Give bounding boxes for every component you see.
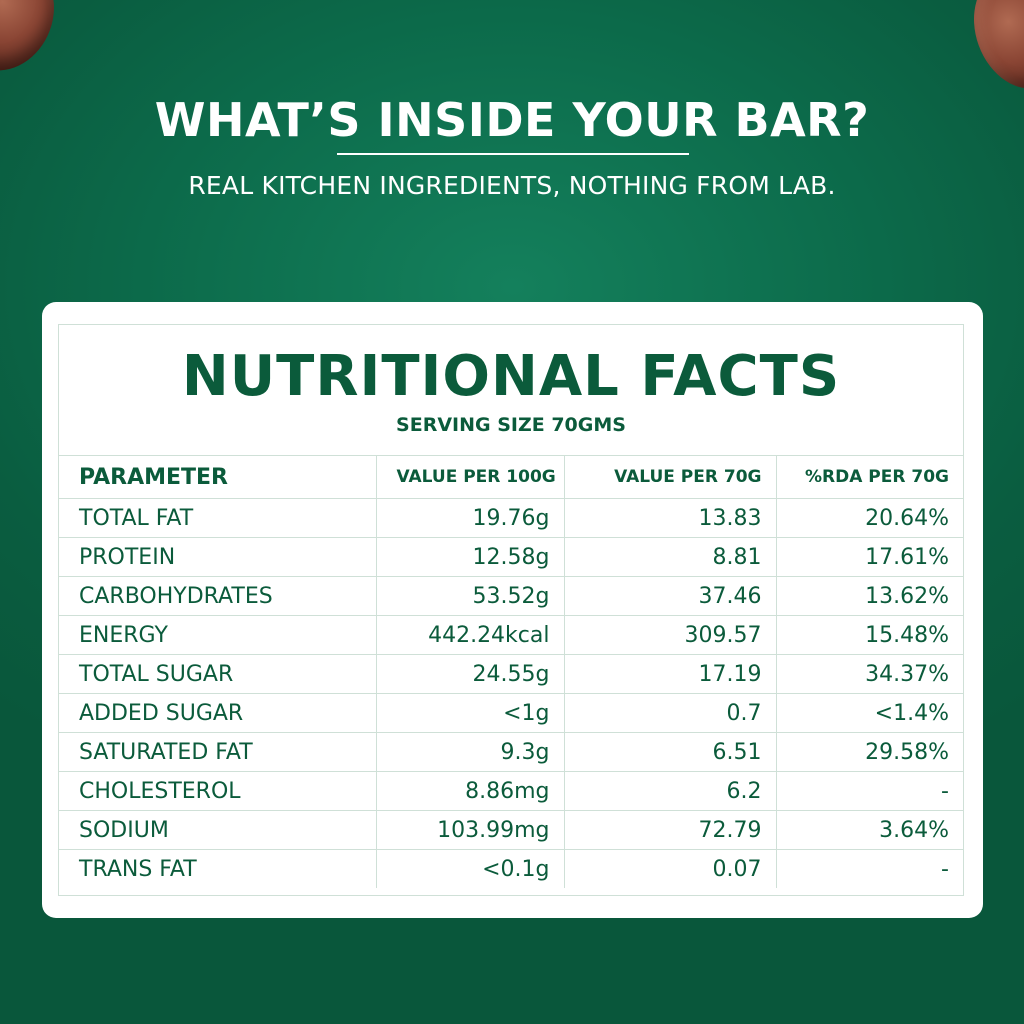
column-header-value-per-100g: VALUE PER 100G (375, 455, 564, 499)
nutrition-panel: NUTRITIONAL FACTS SERVING SIZE 70GMS PAR… (58, 324, 964, 896)
row-value-per-70g: 6.2 (563, 771, 776, 811)
row-rda-per-70g: 17.61% (775, 537, 963, 577)
row-rda-per-70g: 13.62% (775, 576, 963, 616)
row-value-per-70g: 72.79 (563, 810, 776, 850)
page-subtitle: REAL KITCHEN INGREDIENTS, NOTHING FROM L… (188, 171, 836, 200)
row-value-per-70g: 17.19 (563, 654, 776, 694)
table-row: PROTEIN 12.58g 8.81 17.61% (59, 537, 963, 577)
row-value-per-70g: 0.07 (563, 849, 776, 888)
row-rda-per-70g: - (775, 849, 963, 888)
row-value-per-100g: <1g (375, 693, 564, 733)
almond-nut-image-left (0, 0, 72, 87)
row-value-per-100g: 9.3g (375, 732, 564, 772)
column-header-parameter: PARAMETER (59, 455, 376, 499)
row-rda-per-70g: 20.64% (775, 498, 963, 538)
row-value-per-100g: 8.86mg (375, 771, 564, 811)
table-row: SATURATED FAT 9.3g 6.51 29.58% (59, 732, 963, 772)
table-header-row: PARAMETER VALUE PER 100G VALUE PER 70G %… (59, 455, 963, 499)
row-value-per-100g: 24.55g (375, 654, 564, 694)
almond-nut-image-right (958, 0, 1024, 102)
nutrition-card: NUTRITIONAL FACTS SERVING SIZE 70GMS PAR… (42, 302, 983, 918)
column-header-value-per-70g: VALUE PER 70G (563, 455, 776, 499)
table-row: TOTAL SUGAR 24.55g 17.19 34.37% (59, 654, 963, 694)
table-row: CHOLESTEROL 8.86mg 6.2 - (59, 771, 963, 811)
row-rda-per-70g: 3.64% (775, 810, 963, 850)
row-parameter: ENERGY (59, 615, 376, 655)
row-value-per-70g: 6.51 (563, 732, 776, 772)
table-row: SODIUM 103.99mg 72.79 3.64% (59, 810, 963, 850)
row-parameter: TOTAL FAT (59, 498, 376, 538)
row-value-per-100g: 19.76g (375, 498, 564, 538)
row-parameter: TRANS FAT (59, 849, 376, 888)
row-parameter: CARBOHYDRATES (59, 576, 376, 616)
row-parameter: CHOLESTEROL (59, 771, 376, 811)
row-rda-per-70g: 15.48% (775, 615, 963, 655)
row-rda-per-70g: 29.58% (775, 732, 963, 772)
column-header-rda-per-70g: %RDA PER 70G (775, 455, 963, 499)
row-rda-per-70g: <1.4% (775, 693, 963, 733)
serving-size: SERVING SIZE 70GMS (396, 414, 626, 436)
row-value-per-100g: 53.52g (375, 576, 564, 616)
row-value-per-100g: 103.99mg (375, 810, 564, 850)
row-value-per-70g: 37.46 (563, 576, 776, 616)
row-value-per-70g: 309.57 (563, 615, 776, 655)
row-parameter: TOTAL SUGAR (59, 654, 376, 694)
row-value-per-100g: 442.24kcal (375, 615, 564, 655)
row-value-per-100g: 12.58g (375, 537, 564, 577)
row-parameter: SATURATED FAT (59, 732, 376, 772)
table-row: TRANS FAT <0.1g 0.07 - (59, 849, 963, 888)
table-row: CARBOHYDRATES 53.52g 37.46 13.62% (59, 576, 963, 616)
table-row: TOTAL FAT 19.76g 13.83 20.64% (59, 498, 963, 538)
row-parameter: SODIUM (59, 810, 376, 850)
nutrition-title: NUTRITIONAL FACTS (181, 344, 841, 409)
row-value-per-70g: 13.83 (563, 498, 776, 538)
row-parameter: ADDED SUGAR (59, 693, 376, 733)
table-row: ADDED SUGAR <1g 0.7 <1.4% (59, 693, 963, 733)
row-rda-per-70g: 34.37% (775, 654, 963, 694)
row-value-per-70g: 8.81 (563, 537, 776, 577)
row-rda-per-70g: - (775, 771, 963, 811)
row-value-per-100g: <0.1g (375, 849, 564, 888)
table-row: ENERGY 442.24kcal 309.57 15.48% (59, 615, 963, 655)
title-underline (337, 153, 689, 155)
row-value-per-70g: 0.7 (563, 693, 776, 733)
nutrition-table: PARAMETER VALUE PER 100G VALUE PER 70G %… (59, 455, 963, 888)
page-title: WHAT’S INSIDE YOUR BAR? (154, 93, 870, 147)
row-parameter: PROTEIN (59, 537, 376, 577)
